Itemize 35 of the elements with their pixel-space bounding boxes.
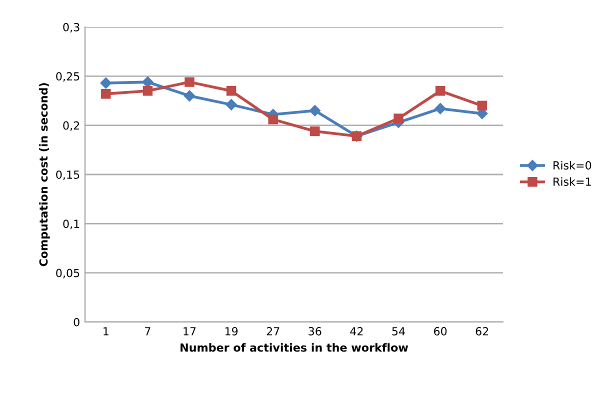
y-tick-label: 0 (74, 318, 80, 326)
point (309, 104, 321, 116)
x-tick-label: 27 (266, 327, 280, 336)
x-tick-label: 1 (104, 327, 108, 336)
x-tick-label: 42 (350, 327, 363, 336)
y-tick-label: 0,25 (56, 72, 80, 82)
point (477, 100, 487, 111)
y-tick-label: 0,3 (63, 22, 80, 33)
point (435, 86, 446, 96)
point (101, 89, 111, 99)
x-tick-label: 36 (308, 327, 322, 336)
y-tick-label: 0,1 (63, 220, 80, 230)
x-tick-label: 19 (225, 327, 238, 336)
y-tick-label: 0,15 (56, 170, 80, 180)
point (226, 86, 236, 96)
point (394, 114, 404, 124)
point (100, 77, 112, 89)
legend-label: Risk=0 (554, 160, 592, 170)
y-tick-label: 0,2 (63, 121, 80, 131)
x-tick-label: 62 (476, 327, 488, 336)
x-tick-label: 17 (184, 327, 196, 336)
point (310, 126, 320, 136)
x-tick-label: 60 (434, 327, 447, 336)
x-tick-label: 7 (145, 327, 150, 336)
point (434, 103, 446, 114)
legend-label: Risk=1 (554, 177, 591, 186)
y-tick-label: 0,05 (56, 268, 80, 278)
x-tick-label: 54 (392, 327, 405, 336)
point (184, 90, 196, 102)
y-axis-title: Computation cost (in second) (39, 83, 50, 266)
point (142, 86, 153, 96)
point (184, 77, 194, 87)
x-axis-title: Number of activities in the workflow (180, 343, 408, 352)
point (268, 114, 278, 124)
point (226, 99, 237, 110)
